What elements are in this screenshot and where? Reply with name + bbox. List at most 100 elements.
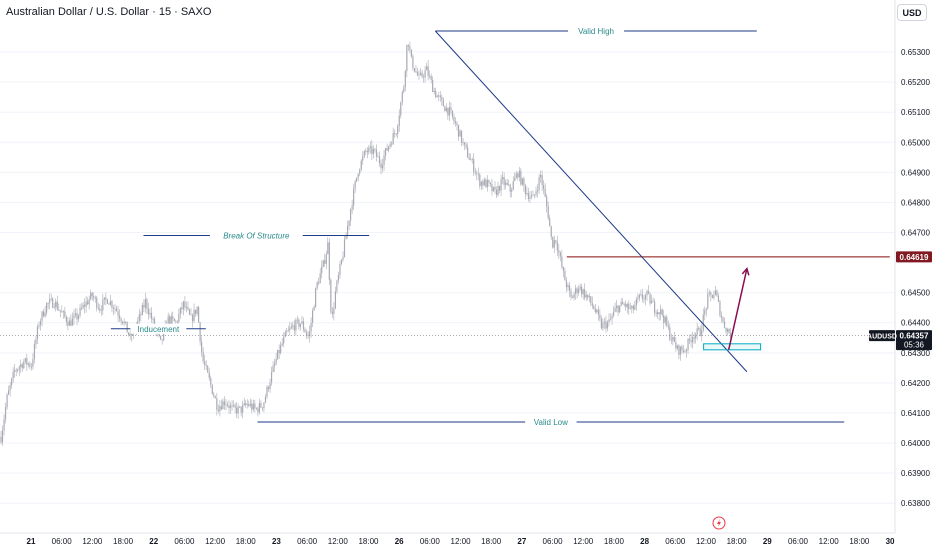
candle-body (579, 286, 581, 290)
candle-body (432, 79, 434, 93)
candle-body (617, 305, 619, 313)
candle-body (219, 406, 221, 412)
candle-body (77, 315, 80, 320)
y-tick-label: 0.64500 (901, 289, 930, 298)
candle-body (637, 298, 639, 300)
candle-body (669, 327, 671, 340)
candle-body (56, 301, 58, 310)
candle-body (409, 46, 411, 50)
candle-body (374, 149, 376, 150)
candle-body (625, 304, 627, 308)
candle-body (33, 344, 36, 360)
x-axis-ticks: 21 06:00 12:00 18:00 22 06:00 12:00 18:00 23 06:0… (27, 537, 895, 546)
candle-body (676, 345, 678, 349)
candle-body (646, 290, 648, 296)
candle-body (616, 305, 618, 309)
candle-body (711, 294, 713, 299)
candle-body (249, 403, 251, 406)
candle-body (53, 306, 55, 308)
candle-body (672, 336, 674, 341)
candle-body (42, 311, 45, 317)
candle-body (322, 260, 324, 267)
price-label-bg (896, 251, 932, 263)
candle-body (473, 159, 475, 172)
candle-body (343, 239, 346, 257)
candle-body (599, 314, 601, 319)
candle-body (176, 321, 178, 323)
candle-body (728, 328, 730, 334)
currency-button[interactable]: USD (897, 4, 927, 21)
candle-body (635, 299, 637, 306)
candle-body (71, 318, 74, 326)
candle-body (511, 189, 513, 192)
candle-body (704, 310, 706, 315)
candle-body (716, 290, 718, 296)
candle-body (354, 181, 356, 189)
candle-body (65, 316, 67, 323)
lightning-icon[interactable] (712, 516, 726, 530)
candle-body (427, 66, 429, 76)
candle-body (571, 296, 574, 298)
candle-body (552, 236, 554, 248)
candle-body (678, 345, 680, 355)
x-tick-label: 06:00 (543, 537, 564, 546)
candle-body (55, 301, 57, 307)
candle-body (456, 123, 458, 125)
candle-body (93, 296, 95, 298)
candle-body (628, 303, 630, 309)
x-tick-label: 22 (149, 537, 158, 546)
candle-body (181, 307, 183, 310)
candle-body (675, 342, 677, 349)
candle-body (649, 293, 651, 304)
candle-body (664, 316, 666, 323)
demand-zone (703, 343, 762, 351)
candle-body (492, 186, 495, 192)
y-tick-label: 0.65000 (901, 138, 930, 147)
candle-body (454, 121, 457, 124)
candle-body (612, 311, 615, 316)
candle-body (486, 180, 488, 188)
y-tick-label: 0.64100 (901, 409, 930, 418)
candle-body (353, 188, 355, 206)
candle-body (18, 367, 20, 370)
candle-body (8, 390, 10, 395)
candle-body (50, 298, 52, 300)
candle-body (79, 307, 81, 316)
x-tick-label: 18:00 (236, 537, 257, 546)
candle-body (125, 321, 127, 323)
candle-body (564, 270, 566, 281)
candle-body (11, 378, 13, 386)
drawing-annotations[interactable]: Valid High Break Of Structure Inducement Va… (0, 26, 895, 427)
candle-body (638, 294, 640, 299)
candle-body (410, 49, 412, 57)
candle-body (74, 313, 77, 316)
candle-body (232, 405, 235, 406)
candle-body (85, 301, 87, 307)
candle-body (663, 314, 665, 323)
level-label: Break Of Structure (223, 232, 290, 241)
candle-body (416, 71, 419, 76)
y-tick-label: 0.64800 (901, 198, 930, 207)
candlestick-series[interactable] (0, 41, 732, 446)
chart-grid (0, 51, 895, 504)
candle-body (514, 177, 516, 182)
candle-body (401, 92, 403, 103)
candle-body (462, 142, 464, 144)
candle-body (377, 156, 379, 158)
candle-body (381, 164, 384, 169)
candle-body (350, 209, 352, 221)
candle-body (27, 363, 29, 365)
candle-body (605, 321, 607, 329)
candle-body (553, 240, 555, 248)
candle-body (342, 256, 344, 260)
x-tick-label: 12:00 (328, 537, 349, 546)
candle-body (348, 220, 350, 227)
candle-body (698, 328, 700, 330)
candle-body (406, 45, 408, 72)
candle-body (576, 288, 578, 293)
candle-body (333, 308, 335, 314)
candle-body (260, 403, 262, 408)
candle-body (24, 358, 26, 362)
candle-body (532, 195, 534, 197)
